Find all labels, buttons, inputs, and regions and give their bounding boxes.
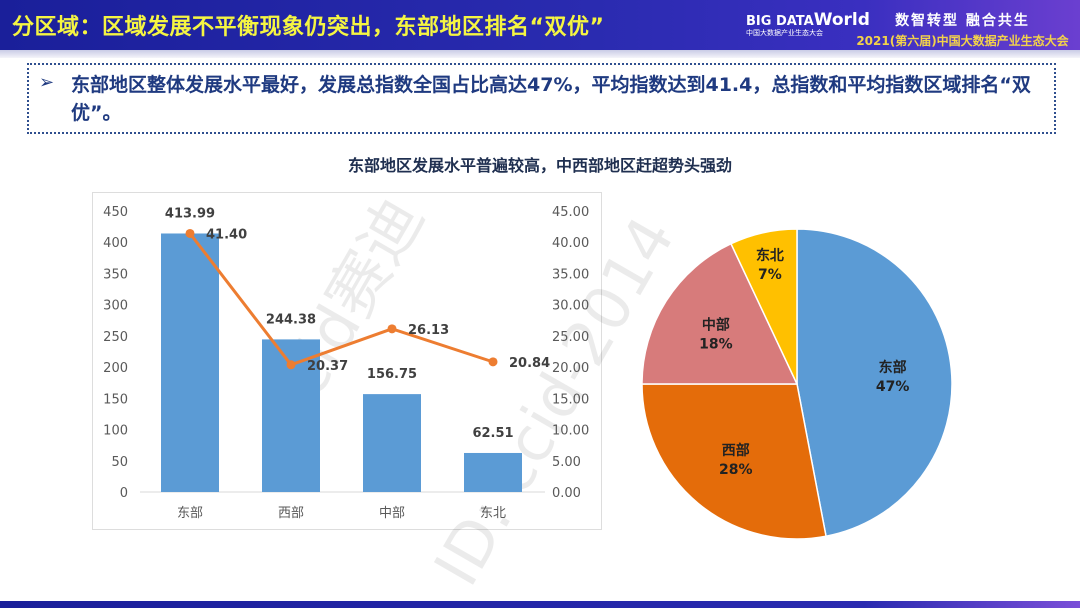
bar-label: 413.99 (165, 206, 215, 221)
right-axis-tick: 45.00 (552, 205, 589, 220)
pie-percent-label: 47% (876, 379, 910, 395)
combo-chart-frame (92, 192, 602, 530)
bar-0 (161, 233, 219, 492)
left-axis-tick: 450 (103, 205, 128, 220)
pie-percent-label: 7% (758, 267, 782, 283)
logo-sub: 中国大数据产业生态大会 (746, 29, 823, 37)
pie-slice-1 (641, 383, 827, 540)
category-label: 东部 (177, 506, 203, 521)
pie-category-label: 东部 (879, 359, 907, 376)
line-point-3 (488, 357, 498, 367)
right-axis-tick: 0.00 (552, 486, 581, 501)
right-axis-tick: 25.00 (552, 330, 589, 345)
page-title: 分区域：区域发展不平衡现象仍突出，东部地区排名“双优” (12, 15, 605, 40)
header-bar (0, 0, 1080, 50)
chart-subtitle: 东部地区发展水平普遍较高，中西部地区赶超势头强劲 (347, 156, 732, 175)
line-point-1 (286, 360, 296, 370)
left-axis-tick: 150 (103, 392, 128, 407)
slogan-line2: 2021(第六届)中国大数据产业生态大会 (856, 34, 1069, 48)
slogan: 数智转型 融合共生 2021(第六届)中国大数据产业生态大会 (855, 10, 1070, 49)
right-axis-tick: 35.00 (552, 267, 589, 282)
bar-2 (363, 394, 421, 492)
bullet-arrow-icon: ➢ (39, 72, 55, 93)
left-axis-tick: 300 (103, 299, 128, 314)
category-label: 中部 (379, 506, 405, 521)
pie-category-label: 东北 (756, 247, 784, 264)
line-label: 20.37 (307, 359, 348, 374)
line-label: 20.84 (509, 356, 550, 371)
pie-percent-label: 18% (699, 337, 733, 353)
bigdata-world-logo: BIG DATAWorld 中国大数据产业生态大会 (746, 10, 870, 38)
left-axis-tick: 200 (103, 361, 128, 376)
left-axis-tick: 0 (120, 486, 128, 501)
index-line (188, 232, 494, 367)
category-label: 东北 (480, 506, 506, 521)
summary-text: 东部地区整体发展水平最好，发展总指数全国占比高达47%，平均指数达到41.4，总… (71, 74, 1031, 124)
bar-label: 156.75 (367, 367, 417, 382)
line-point-0 (185, 228, 195, 238)
pie-category-label: 中部 (702, 317, 730, 334)
pie-slice-0 (796, 228, 953, 538)
right-axis-tick: 10.00 (552, 424, 589, 439)
right-axis-tick: 20.00 (552, 361, 589, 376)
right-axis-tick: 5.00 (552, 455, 581, 470)
summary-box: ➢ 东部地区整体发展水平最好，发展总指数全国占比高达47%，平均指数达到41.4… (27, 63, 1056, 134)
bar-label: 62.51 (472, 426, 513, 441)
logo-world: World (813, 10, 870, 30)
pie-slice-3 (730, 228, 798, 385)
line-point-2 (387, 324, 397, 334)
slogan-line1: 数智转型 融合共生 (895, 13, 1030, 29)
bar-label: 244.38 (266, 312, 316, 327)
footer-bar (0, 601, 1080, 608)
pie-percent-label: 28% (719, 462, 753, 478)
bar-3 (464, 452, 522, 492)
left-axis-tick: 350 (103, 267, 128, 282)
right-axis-tick: 30.00 (552, 299, 589, 314)
category-label: 西部 (278, 506, 304, 521)
header-band (0, 50, 1080, 58)
pie-category-label: 西部 (722, 442, 750, 459)
pie-slice-2 (641, 242, 799, 385)
left-axis-tick: 400 (103, 236, 128, 251)
left-axis-tick: 50 (111, 455, 128, 470)
right-axis-tick: 40.00 (552, 236, 589, 251)
left-axis-tick: 250 (103, 330, 128, 345)
logo-big: BIG DATA (746, 14, 814, 29)
line-label: 41.40 (206, 227, 247, 242)
line-label: 26.13 (408, 323, 449, 338)
left-axis-tick: 100 (103, 424, 128, 439)
right-axis-tick: 15.00 (552, 392, 589, 407)
